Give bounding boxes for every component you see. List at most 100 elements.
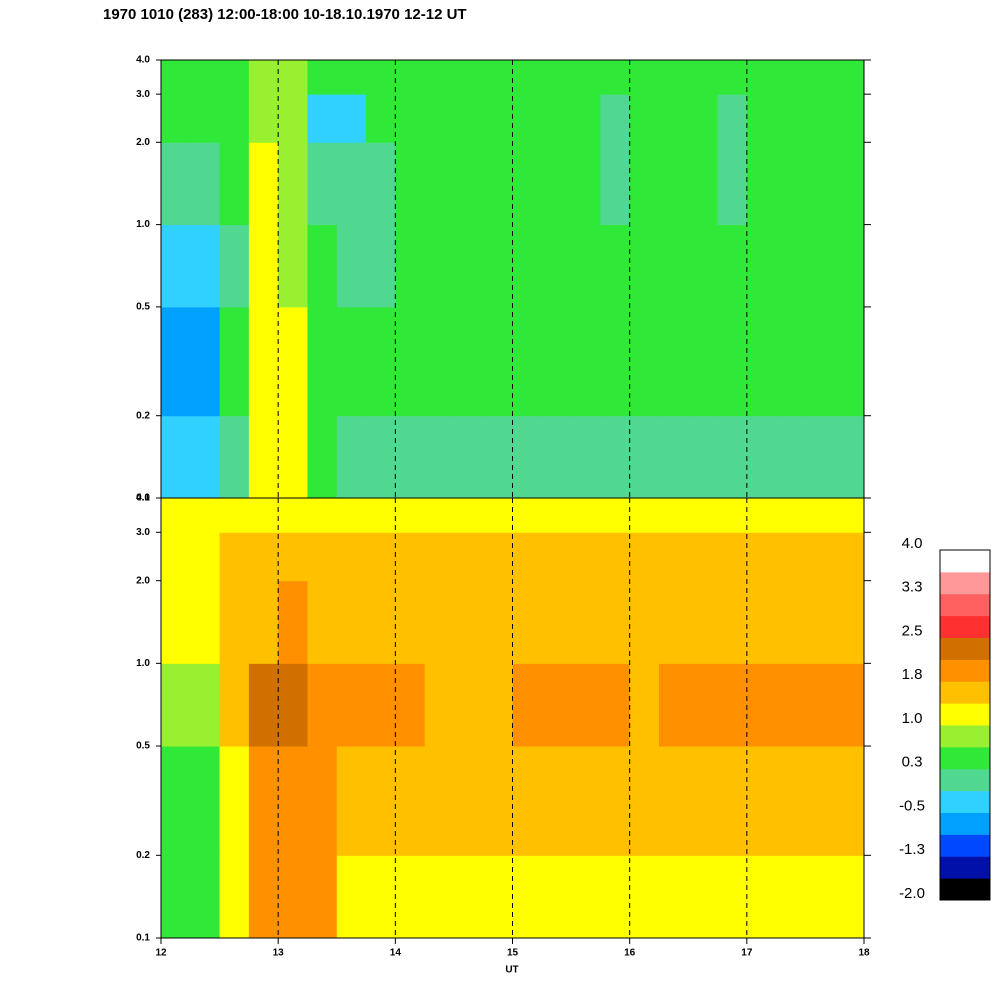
heatmap-cell (600, 224, 631, 308)
heatmap-cell (746, 663, 777, 747)
heatmap-cell (483, 94, 513, 143)
heatmap-cell (717, 580, 748, 664)
heatmap-cell (248, 498, 279, 533)
heatmap-cell (746, 224, 777, 308)
heatmap-cell (805, 532, 836, 582)
heatmap-cell (453, 60, 484, 95)
heatmap-cell (219, 855, 250, 939)
heatmap-cell (395, 306, 426, 417)
heatmap-cell (453, 94, 484, 143)
heatmap-cell (629, 306, 660, 417)
heatmap-cell (776, 498, 806, 533)
heatmap-cell (190, 532, 221, 582)
heatmap-cell (805, 224, 836, 308)
heatmap-cell (776, 855, 806, 939)
heatmap-cell (600, 60, 631, 95)
colorbar-segment (940, 571, 990, 595)
heatmap-cell (395, 94, 426, 143)
colorbar-tick-label: 1.8 (902, 666, 923, 683)
heatmap-cell (746, 142, 777, 226)
heatmap-cell (190, 855, 221, 939)
heatmap-cell (190, 746, 221, 856)
x-tick-label: 14 (390, 948, 402, 959)
heatmap-cell (395, 415, 426, 499)
colorbar-segment (940, 593, 990, 617)
heatmap-cell (834, 746, 865, 856)
colorbar-tick-label: 3.3 (902, 579, 923, 596)
heatmap-cell (424, 142, 455, 226)
heatmap-cell (541, 306, 572, 417)
heatmap-cell (541, 142, 572, 226)
heatmap-cell (219, 663, 250, 747)
heatmap-cell (600, 580, 631, 664)
heatmap-cell (248, 224, 279, 308)
heatmap-cell (453, 746, 484, 856)
heatmap-cell (219, 415, 250, 499)
heatmap-cell (278, 663, 308, 747)
heatmap-cell (805, 415, 836, 499)
heatmap-cell (600, 306, 631, 417)
heatmap-cell (571, 142, 601, 226)
heatmap-cell (307, 94, 338, 143)
heatmap-cell (453, 415, 484, 499)
heatmap-cell (336, 224, 367, 308)
heatmap-cell (190, 580, 221, 664)
heatmap-cell (424, 415, 455, 499)
heatmap-cell (688, 142, 719, 226)
heatmap-cell (395, 663, 426, 747)
heatmap-cell (717, 415, 748, 499)
colorbar-segment (940, 637, 990, 660)
heatmap-cell (219, 746, 250, 856)
heatmap-cell (600, 663, 631, 747)
heatmap-cell (746, 580, 777, 664)
heatmap-cell (366, 663, 396, 747)
colorbar-tick-label: 2.5 (902, 622, 923, 639)
heatmap-cell (717, 94, 748, 143)
heatmap-cell (424, 498, 455, 533)
heatmap-cell (541, 855, 572, 939)
heatmap-cell (805, 855, 836, 939)
heatmap-cell (717, 224, 748, 308)
heatmap-cell (395, 580, 426, 664)
y-tick-label: 4.0 (136, 493, 150, 504)
y-tick-label: 0.2 (136, 410, 150, 421)
heatmap-cell (834, 415, 865, 499)
y-tick-label: 1.0 (136, 658, 150, 669)
heatmap-cell (248, 306, 279, 417)
heatmap-cell (424, 224, 455, 308)
heatmap-cell (248, 94, 279, 143)
heatmap-cell (219, 60, 250, 95)
heatmap-cell (161, 663, 191, 747)
heatmap-cell (190, 498, 221, 533)
heatmap-cell (307, 663, 338, 747)
heatmap-cell (541, 663, 572, 747)
heatmap-cell (366, 580, 396, 664)
heatmap-cell (541, 94, 572, 143)
heatmap-cell (307, 532, 338, 582)
heatmap-cell (541, 746, 572, 856)
heatmap-cell (278, 224, 308, 308)
heatmap-cell (336, 663, 367, 747)
heatmap-cell (629, 142, 660, 226)
heatmap-cell (307, 746, 338, 856)
heatmap-cell (395, 60, 426, 95)
colorbar-tick-label: 1.0 (902, 710, 923, 727)
heatmap-cell (453, 498, 484, 533)
heatmap-cell (190, 306, 221, 417)
heatmap-cell (483, 663, 513, 747)
heatmap-cell (395, 142, 426, 226)
heatmap-cell (688, 415, 719, 499)
chart-title: 1970 1010 (283) 12:00-18:00 10-18.10.197… (103, 6, 467, 23)
heatmap-cell (688, 306, 719, 417)
colorbar-segment (940, 790, 990, 813)
heatmap-cell (366, 60, 396, 95)
heatmap-cell (805, 746, 836, 856)
heatmap-cell (600, 415, 631, 499)
heatmap-cell (688, 663, 719, 747)
heatmap-cell (512, 746, 543, 856)
heatmap-cell (424, 94, 455, 143)
heatmap-cell (629, 224, 660, 308)
heatmap-cell (307, 580, 338, 664)
colorbar-segment (940, 615, 990, 638)
heatmap-cell (453, 142, 484, 226)
